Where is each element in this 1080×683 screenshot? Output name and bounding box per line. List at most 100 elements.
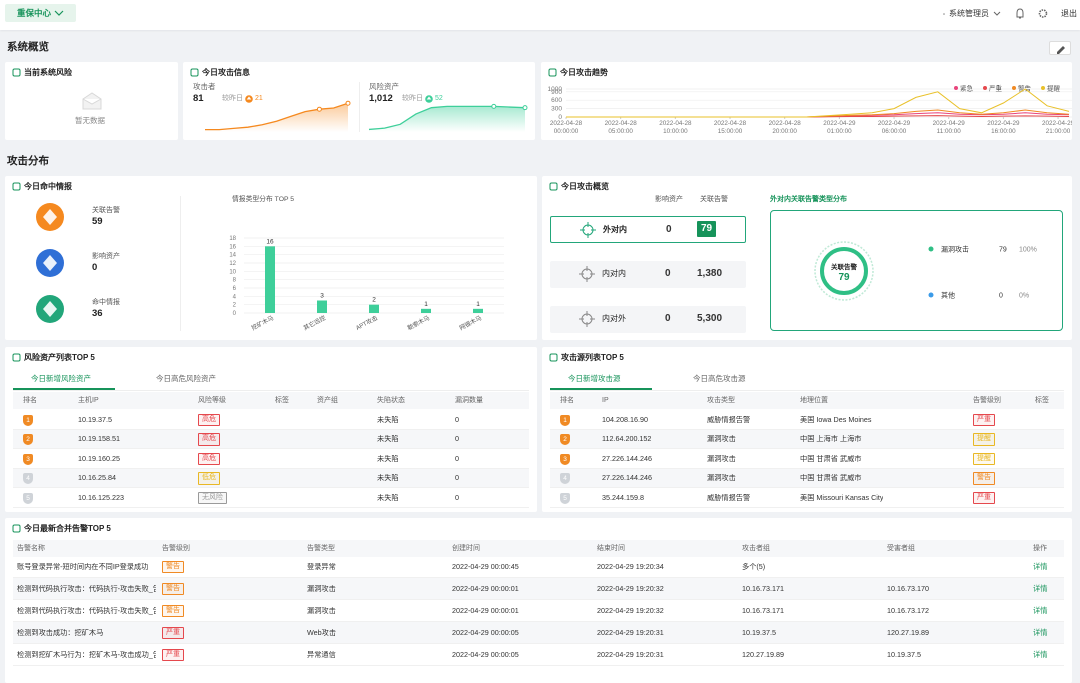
crosshair-icon xyxy=(580,222,596,238)
y-tick-label: 600 xyxy=(551,97,562,104)
table-row: 2 10.19.158.51 高危 未失陷 0 xyxy=(13,429,529,449)
table-cell: 10.16.125.223 xyxy=(78,493,124,502)
table-cell: 2022-04-29 00:00:01 xyxy=(452,585,519,593)
level-badge: 警告 xyxy=(973,472,995,485)
legend-label: 其他 xyxy=(941,291,955,300)
data-label: 2 xyxy=(372,297,376,304)
column-header: 告警级别 xyxy=(162,545,190,552)
table-cell: 中国 上海市 上海市 xyxy=(800,435,862,444)
label: 内对内 xyxy=(602,269,626,278)
data-label: 3 xyxy=(320,293,324,300)
table-row: 账号登录异常-短时间内在不同IP登录成功 警告 登录异常 2022-04-29 00:… xyxy=(13,556,1064,578)
table-row: 检测到挖矿木马行为：挖矿木马-攻击成功_告警 严重 异常通信 2022-04-29 0… xyxy=(13,644,1064,666)
top-icons xyxy=(943,8,1048,19)
table-row: 3 27.226.144.246 漏洞攻击 中国 甘肃省 武威市 提醒 xyxy=(550,449,1064,469)
detail-link[interactable]: 详情 xyxy=(1033,628,1048,637)
table-cell: 2022-04-29 19:20:31 xyxy=(597,629,664,637)
cross xyxy=(579,266,595,282)
card-title: 今日命中情报 xyxy=(24,182,72,191)
column-header: 攻击类型 xyxy=(707,397,735,404)
tab[interactable]: 今日高危攻击源 xyxy=(693,374,746,383)
tab-underline xyxy=(13,388,115,390)
legend-label: 紧急 xyxy=(960,84,974,93)
rank-badge: 1 xyxy=(560,414,570,426)
x-tick-label: 2022-04-28 05:00:00 xyxy=(604,120,637,135)
divider xyxy=(180,196,181,331)
tab[interactable]: 今日新增风险资产 xyxy=(31,374,91,383)
bar xyxy=(369,304,379,313)
overview-row[interactable]: 内对外 0 5,300 xyxy=(550,306,746,333)
y-tick-label: 0 xyxy=(233,311,237,317)
table-cell: 10.19.37.5 xyxy=(742,629,776,637)
card-title: 风险资产列表TOP 5 xyxy=(24,353,95,362)
table-cell: 120.27.19.89 xyxy=(887,629,929,637)
table-cell: 0 xyxy=(455,435,459,444)
table-cell: 27.226.144.246 xyxy=(602,454,652,463)
table-cell: Web攻击 xyxy=(307,629,337,637)
user-menu[interactable]: 系统管理员 xyxy=(949,9,989,18)
crosshair-icon xyxy=(579,311,595,327)
x-tick-label: 2022-04-28 20:00:00 xyxy=(768,120,801,135)
detail-link[interactable]: 详情 xyxy=(1033,650,1048,659)
detail-link[interactable]: 详情 xyxy=(1033,584,1048,593)
table-cell: 104.208.16.90 xyxy=(602,415,648,424)
table-cell: 漏洞攻击 xyxy=(307,607,336,615)
y-tick-label: 10 xyxy=(229,269,236,275)
table-row: 1 104.208.16.90 威胁情报告警 美国 Iowa Des Moines 严重 xyxy=(550,410,1064,430)
label: 1,012 xyxy=(369,93,393,104)
column-header: 创建时间 xyxy=(452,545,480,552)
table-cell: 美国 Iowa Des Moines xyxy=(800,415,872,424)
detail-link[interactable]: 详情 xyxy=(1033,606,1048,615)
y-tick-label: 0 xyxy=(558,114,562,121)
label: 36 xyxy=(92,308,103,319)
table-cell: 10.19.160.25 xyxy=(78,454,120,463)
overview-row[interactable]: 内对内 0 1,380 xyxy=(550,261,746,288)
level-badge: 提醒 xyxy=(973,433,995,446)
label: 命中情报 xyxy=(92,299,120,306)
column-header: 结束时间 xyxy=(597,545,625,552)
table-cell: 未失陷 xyxy=(377,415,399,424)
label: 暂无数据 xyxy=(75,116,105,125)
table-header xyxy=(550,392,1064,409)
label: 0 xyxy=(666,224,672,235)
section-title: 系统概览 xyxy=(7,41,49,53)
y-tick-label: 300 xyxy=(551,106,562,113)
table-cell: 10.19.158.51 xyxy=(78,435,120,444)
tab[interactable]: 今日高危风险资产 xyxy=(156,374,216,383)
column-header: 排名 xyxy=(560,397,574,404)
card-title: 今日攻击信息 xyxy=(202,68,250,77)
edit-button[interactable] xyxy=(1049,41,1071,55)
rank-badge: 1 xyxy=(23,414,33,426)
table-cell: 账号登录异常-短时间内在不同IP登录成功 xyxy=(17,563,149,571)
column-header: 失陷状态 xyxy=(377,397,405,404)
table-header xyxy=(13,540,1064,557)
table-row: 5 35.244.159.8 威胁情报告警 美国 Missouri Kansas Ci… xyxy=(550,488,1064,508)
column-header: 主机IP xyxy=(78,397,99,404)
label: 1,380 xyxy=(697,268,723,279)
intel-card: 今日命中情报 关联告警 59 影响资产 0 命中情报 36 情报类型分布 TOP 5 0 2 4 6 8… xyxy=(5,176,537,340)
table-cell: 10.16.73.171 xyxy=(742,585,784,593)
table-cell: 多个(5) xyxy=(742,563,766,571)
x-tick-label: APT攻击 xyxy=(354,314,379,332)
legend-percent: 0% xyxy=(1019,293,1029,300)
level-badge: 低危 xyxy=(198,472,220,485)
bar xyxy=(473,308,483,313)
rank-badge: 2 xyxy=(560,434,570,446)
card-icon xyxy=(190,68,199,77)
level-badge: 高危 xyxy=(198,433,220,446)
tab-border xyxy=(550,390,1064,391)
column-header: 标签 xyxy=(275,397,289,404)
menu-button[interactable]: 重保中心 xyxy=(5,4,76,22)
overview-row[interactable]: 外对内 0 79 xyxy=(550,216,746,243)
label: 较昨日 xyxy=(222,95,243,102)
column-header: 告警类型 xyxy=(307,545,335,552)
tab[interactable]: 今日新增攻击源 xyxy=(568,374,621,383)
y-tick-label: 8 xyxy=(233,278,237,284)
icon-shape xyxy=(549,182,558,191)
legend-label: 严重 xyxy=(989,85,1003,93)
column-header: 地理位置 xyxy=(800,397,828,404)
detail-link[interactable]: 详情 xyxy=(1033,562,1048,571)
icon xyxy=(54,10,64,16)
logout-button[interactable]: 退出 xyxy=(1061,9,1077,18)
top-bar: 重保中心 系统管理员 退出 xyxy=(0,0,1080,30)
